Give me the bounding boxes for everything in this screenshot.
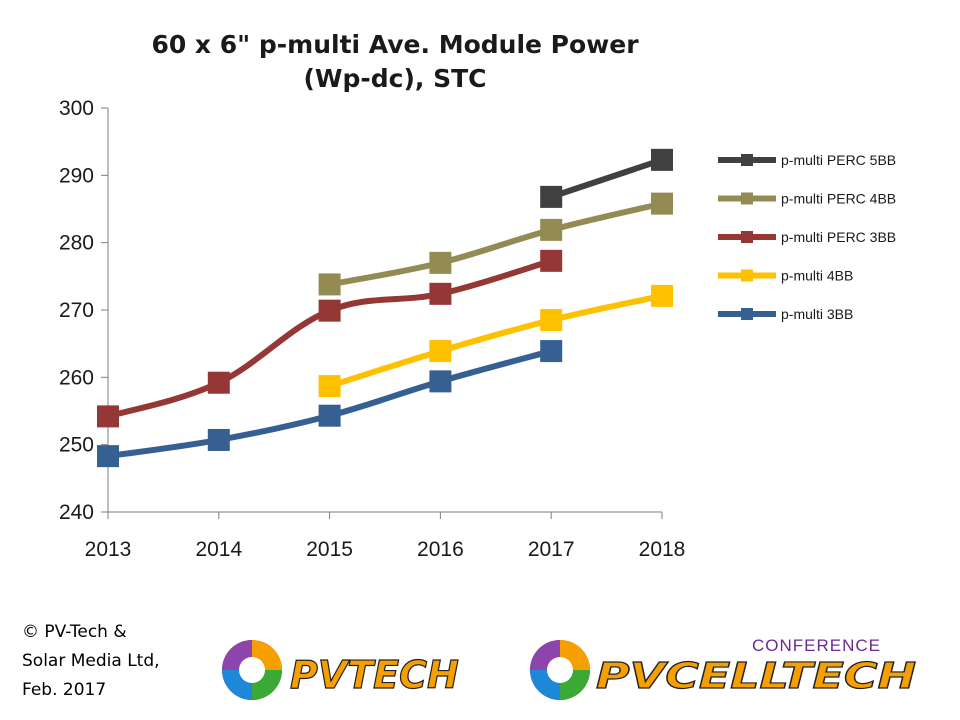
x-tick-label: 2018	[639, 538, 686, 561]
data-point-p-multi-perc-3bb	[429, 282, 452, 305]
copyright-line-3: Feb. 2017	[22, 680, 107, 700]
legend-marker-p-multi-perc-5bb	[741, 154, 753, 166]
y-tick-label: 290	[59, 164, 94, 187]
legend-label-p-multi-perc-5bb: p-multi PERC 5BB	[781, 152, 896, 168]
legend-label-p-multi-4bb: p-multi 4BB	[781, 268, 853, 284]
series-line-p-multi-perc-4bb	[329, 200, 663, 288]
data-point-p-multi-perc-4bb	[318, 273, 341, 296]
pvtech-logo-text: PVTECH	[290, 653, 459, 697]
data-point-p-multi-4bb	[429, 340, 452, 363]
data-point-p-multi-4bb	[540, 309, 563, 332]
y-tick-label: 270	[59, 299, 94, 322]
data-point-p-multi-3bb	[429, 370, 452, 393]
pvtech-logo-mark-icon	[222, 640, 282, 700]
pvtech-logo: PVTECH	[222, 640, 459, 700]
pvcelltech-logo-text: PVCELLTECH	[596, 656, 916, 697]
data-point-p-multi-perc-3bb	[207, 371, 230, 394]
legend-marker-p-multi-perc-3bb	[741, 231, 753, 243]
legend-marker-p-multi-3bb	[741, 308, 753, 320]
legend-label-p-multi-3bb: p-multi 3BB	[781, 306, 853, 322]
series-line-p-multi-4bb	[328, 292, 663, 389]
line-chart: 240 250 260 270 280 290 300 2013 2014 2015 2016 201…	[59, 97, 896, 561]
y-tick-label: 300	[59, 97, 94, 120]
data-point-p-multi-perc-3bb	[540, 249, 563, 272]
y-tick-label: 280	[59, 232, 94, 255]
data-point-p-multi-perc-5bb	[540, 185, 563, 208]
data-point-p-multi-perc-4bb	[429, 251, 452, 274]
chart-title: 60 x 6" p-multi Ave. Module Power (Wp-dc…	[80, 28, 710, 96]
pvcelltech-logo: PVCELLTECH	[530, 640, 917, 700]
chart-title-line-2: (Wp-dc), STC	[303, 64, 487, 93]
copyright-line-1: © PV-Tech &	[22, 622, 127, 642]
data-point-p-multi-3bb	[318, 404, 341, 427]
x-tick-label: 2013	[85, 538, 132, 561]
data-point-p-multi-3bb	[540, 340, 563, 363]
legend-marker-p-multi-4bb	[741, 269, 753, 282]
data-point-p-multi-3bb	[207, 428, 230, 451]
legend-label-p-multi-perc-3bb: p-multi PERC 3BB	[781, 229, 896, 245]
data-point-p-multi-4bb	[651, 284, 673, 307]
data-point-p-multi-3bb	[97, 445, 119, 468]
x-tick-label: 2015	[306, 538, 353, 561]
series-line-p-multi-3bb	[107, 348, 552, 460]
copyright-line-2: Solar Media Ltd,	[22, 651, 160, 671]
copyright-notice: © PV-Tech & Solar Media Ltd, Feb. 2017	[22, 618, 160, 705]
data-point-p-multi-perc-4bb	[651, 192, 673, 215]
legend-marker-p-multi-perc-4bb	[741, 192, 753, 205]
x-tick-label: 2017	[528, 538, 575, 561]
y-tick-label: 260	[59, 366, 94, 389]
y-tick-label: 250	[59, 434, 94, 457]
chart-title-line-1: 60 x 6" p-multi Ave. Module Power	[151, 30, 639, 59]
data-point-p-multi-4bb	[318, 375, 341, 398]
x-tick-label: 2016	[417, 538, 464, 561]
y-tick-label: 240	[59, 501, 94, 524]
conference-label: CONFERENCE	[752, 636, 882, 655]
data-point-p-multi-perc-3bb	[97, 405, 119, 428]
data-point-p-multi-perc-4bb	[540, 218, 563, 241]
data-point-p-multi-perc-5bb	[651, 148, 673, 171]
x-tick-label: 2014	[195, 538, 242, 561]
series-line-p-multi-perc-5bb	[550, 157, 663, 200]
data-point-p-multi-perc-3bb	[318, 299, 341, 322]
legend-label-p-multi-perc-4bb: p-multi PERC 4BB	[781, 191, 896, 207]
pvcelltech-logo-mark-icon	[530, 640, 590, 700]
